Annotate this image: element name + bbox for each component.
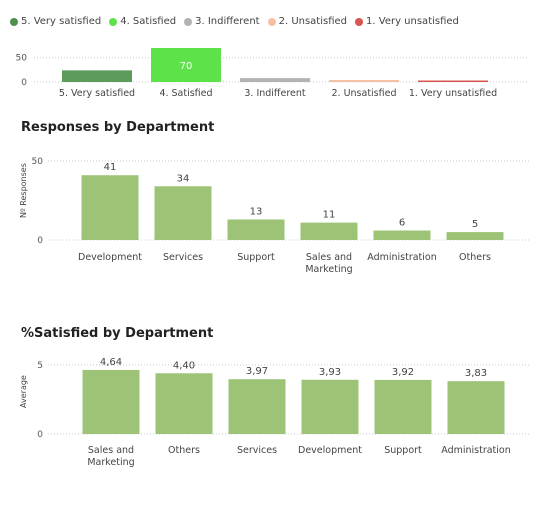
chart1-category-label: 3. Indifferent xyxy=(244,88,306,99)
chart2-y-tick-label: 50 xyxy=(32,157,44,167)
chart2-y-tick-label: 0 xyxy=(37,236,43,246)
chart1-bar xyxy=(240,78,310,82)
chart2-data-label: 11 xyxy=(323,210,336,221)
chart2-bar xyxy=(81,175,139,240)
chart3-data-label: 4,40 xyxy=(173,360,195,371)
chart1-data-label: 70 xyxy=(180,61,193,72)
chart3-category-label: Marketing xyxy=(87,457,134,468)
legend-label-very-satisfied: 5. Very satisfied xyxy=(21,16,102,27)
chart2-category-label: Support xyxy=(237,252,275,263)
chart3-bar xyxy=(447,381,505,434)
legend-swatch-unsatisfied xyxy=(267,17,276,26)
chart2-data-label: 6 xyxy=(399,218,405,229)
chart3-category-label: Administration xyxy=(441,445,511,456)
chart3-y-tick-label: 5 xyxy=(37,361,43,371)
chart2-category-label: Marketing xyxy=(305,264,352,275)
chart2-title: Responses by Department xyxy=(21,120,215,135)
legend-swatch-indifferent xyxy=(184,17,193,26)
chart2-category-label: Others xyxy=(459,252,491,263)
chart2-category-label: Sales and xyxy=(306,252,352,263)
chart1-y-tick-label: 0 xyxy=(21,78,27,88)
legend-label-indifferent: 3. Indifferent xyxy=(195,16,260,27)
chart3-category-label: Support xyxy=(384,445,422,456)
chart3-bar xyxy=(155,373,213,434)
chart1-category-label: 2. Unsatisfied xyxy=(331,88,396,99)
chart2-bar xyxy=(373,230,431,240)
legend-swatch-satisfied xyxy=(109,17,118,26)
chart2-data-label: 41 xyxy=(104,162,117,173)
chart2-category-label: Development xyxy=(78,252,142,263)
legend-item-very-unsatisfied[interactable]: 1. Very unsatisfied xyxy=(355,16,459,27)
chart1-category-label: 4. Satisfied xyxy=(159,88,212,99)
chart3-y-tick-label: 0 xyxy=(37,430,43,440)
chart1-y-tick-label: 50 xyxy=(16,54,28,64)
chart3-data-label: 3,92 xyxy=(392,367,414,378)
chart3-bar xyxy=(301,379,359,434)
chart1-bar xyxy=(418,80,488,82)
chart2-bar xyxy=(227,219,285,240)
chart3-bar xyxy=(228,379,286,434)
chart3-data-label: 3,97 xyxy=(246,366,268,377)
satisfaction-chart: 50 0 5. Very satisfied 70 4. Satisfied 3. Ind… xyxy=(16,48,528,99)
legend-label-very-unsatisfied: 1. Very unsatisfied xyxy=(366,16,459,27)
chart3-bar xyxy=(82,369,140,434)
legend-swatch-very-unsatisfied xyxy=(355,17,364,26)
chart3-category-label: Sales and xyxy=(88,445,134,456)
chart3-category-label: Others xyxy=(168,445,200,456)
chart3-data-label: 3,93 xyxy=(319,367,341,378)
chart1-bar xyxy=(151,48,221,82)
chart1-category-label: 1. Very unsatisfied xyxy=(409,88,497,99)
chart1-legend: 5. Very satisfied 4. Satisfied 3. Indiff… xyxy=(10,16,459,27)
legend-item-satisfied[interactable]: 4. Satisfied xyxy=(109,16,176,27)
chart3-category-label: Development xyxy=(298,445,362,456)
legend-item-very-satisfied[interactable]: 5. Very satisfied xyxy=(10,16,101,27)
chart3-category-label: Services xyxy=(237,445,277,456)
legend-swatch-very-satisfied xyxy=(10,17,18,26)
legend-label-unsatisfied: 2. Unsatisfied xyxy=(278,16,348,27)
legend-item-indifferent[interactable]: 3. Indifferent xyxy=(184,16,260,27)
chart2-category-label: Services xyxy=(163,252,203,263)
chart2-data-label: 13 xyxy=(250,206,263,217)
chart2-bar xyxy=(154,186,212,240)
chart1-bar xyxy=(329,80,399,82)
legend-label-satisfied: 4. Satisfied xyxy=(120,16,177,27)
chart3-data-label: 3,83 xyxy=(465,368,487,379)
chart1-bar xyxy=(62,70,132,82)
chart2-category-label: Administration xyxy=(367,252,437,263)
chart2-data-label: 34 xyxy=(177,173,190,184)
chart2-bar xyxy=(446,232,504,240)
chart3-data-label: 4,64 xyxy=(100,357,122,368)
chart2-data-label: 5 xyxy=(472,219,478,230)
chart1-category-label: 5. Very satisfied xyxy=(59,88,135,99)
chart3-title: %Satisfied by Department xyxy=(21,326,214,341)
legend-item-unsatisfied[interactable]: 2. Unsatisfied xyxy=(267,16,348,27)
chart2-bar xyxy=(300,222,358,240)
chart3-bar xyxy=(374,379,432,434)
